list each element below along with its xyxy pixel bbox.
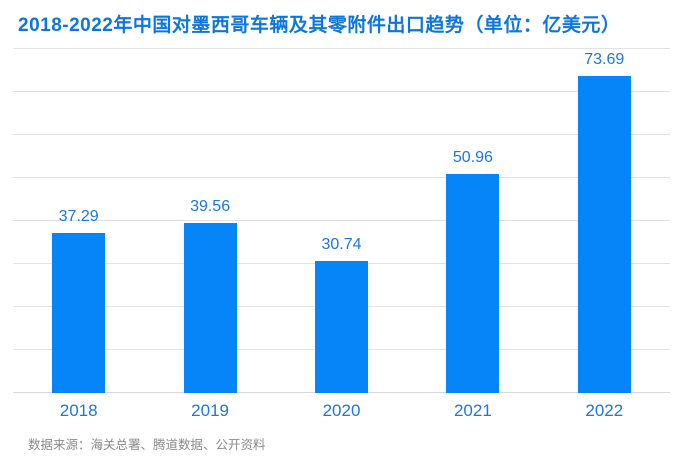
bar-2018 [52,232,106,393]
gridline [13,220,670,221]
bar-value-label-2020: 30.74 [321,235,362,253]
gridline [13,48,670,49]
gridline [13,91,670,92]
bar-value-label-2022: 73.69 [584,51,625,69]
bar-2021 [446,173,500,393]
bar-value-label-2018: 37.29 [58,207,99,225]
x-tick-label-2022: 2022 [585,401,624,420]
bar-2022 [577,76,631,393]
gridline [13,134,670,135]
bar-2019 [183,222,237,393]
x-axis-labels: 2018 2019 2020 2021 2022 [13,401,670,423]
x-tick-label-2020: 2020 [322,401,361,420]
plot-area: 37.29 39.56 30.74 50.96 73.69 [13,48,670,393]
x-tick-label-2021: 2021 [453,401,492,420]
x-tick-label-2019: 2019 [191,401,229,420]
bar-value-label-2019: 39.56 [190,197,231,215]
bar-2020 [315,260,368,393]
x-tick-label-2018: 2018 [59,401,98,420]
bar-value-label-2021: 50.96 [452,148,493,166]
source-note: 数据来源：海关总署、腾道数据、公开资料 [28,438,266,452]
chart-title: 2018-2022年中国对墨西哥车辆及其零附件出口趋势（单位：亿美元） [18,15,621,36]
gridline [13,177,670,178]
